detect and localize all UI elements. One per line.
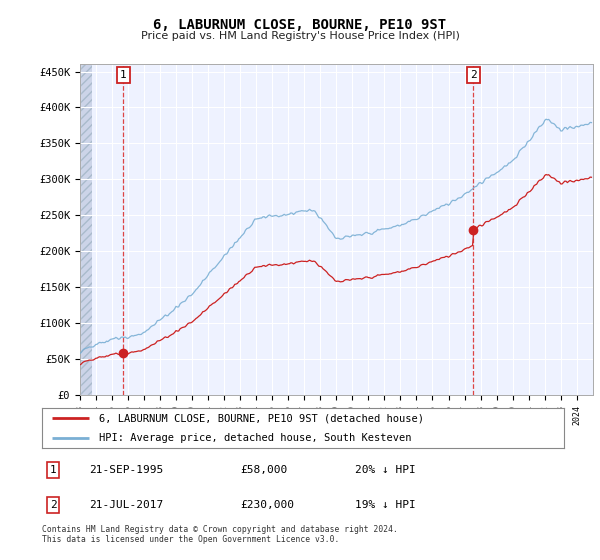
Bar — [80, 64, 92, 395]
Text: 1: 1 — [50, 465, 56, 475]
Text: 1: 1 — [120, 70, 127, 80]
Text: 2: 2 — [470, 70, 477, 80]
Text: 6, LABURNUM CLOSE, BOURNE, PE10 9ST (detached house): 6, LABURNUM CLOSE, BOURNE, PE10 9ST (det… — [100, 413, 424, 423]
Text: Price paid vs. HM Land Registry's House Price Index (HPI): Price paid vs. HM Land Registry's House … — [140, 31, 460, 41]
Text: 21-SEP-1995: 21-SEP-1995 — [89, 465, 163, 475]
Text: 2: 2 — [50, 500, 56, 510]
Text: 19% ↓ HPI: 19% ↓ HPI — [355, 500, 416, 510]
Text: Contains HM Land Registry data © Crown copyright and database right 2024.
This d: Contains HM Land Registry data © Crown c… — [42, 525, 398, 544]
Text: 20% ↓ HPI: 20% ↓ HPI — [355, 465, 416, 475]
Text: 21-JUL-2017: 21-JUL-2017 — [89, 500, 163, 510]
Text: 6, LABURNUM CLOSE, BOURNE, PE10 9ST: 6, LABURNUM CLOSE, BOURNE, PE10 9ST — [154, 18, 446, 32]
Text: £58,000: £58,000 — [241, 465, 287, 475]
Text: HPI: Average price, detached house, South Kesteven: HPI: Average price, detached house, Sout… — [100, 432, 412, 442]
Text: £230,000: £230,000 — [241, 500, 295, 510]
